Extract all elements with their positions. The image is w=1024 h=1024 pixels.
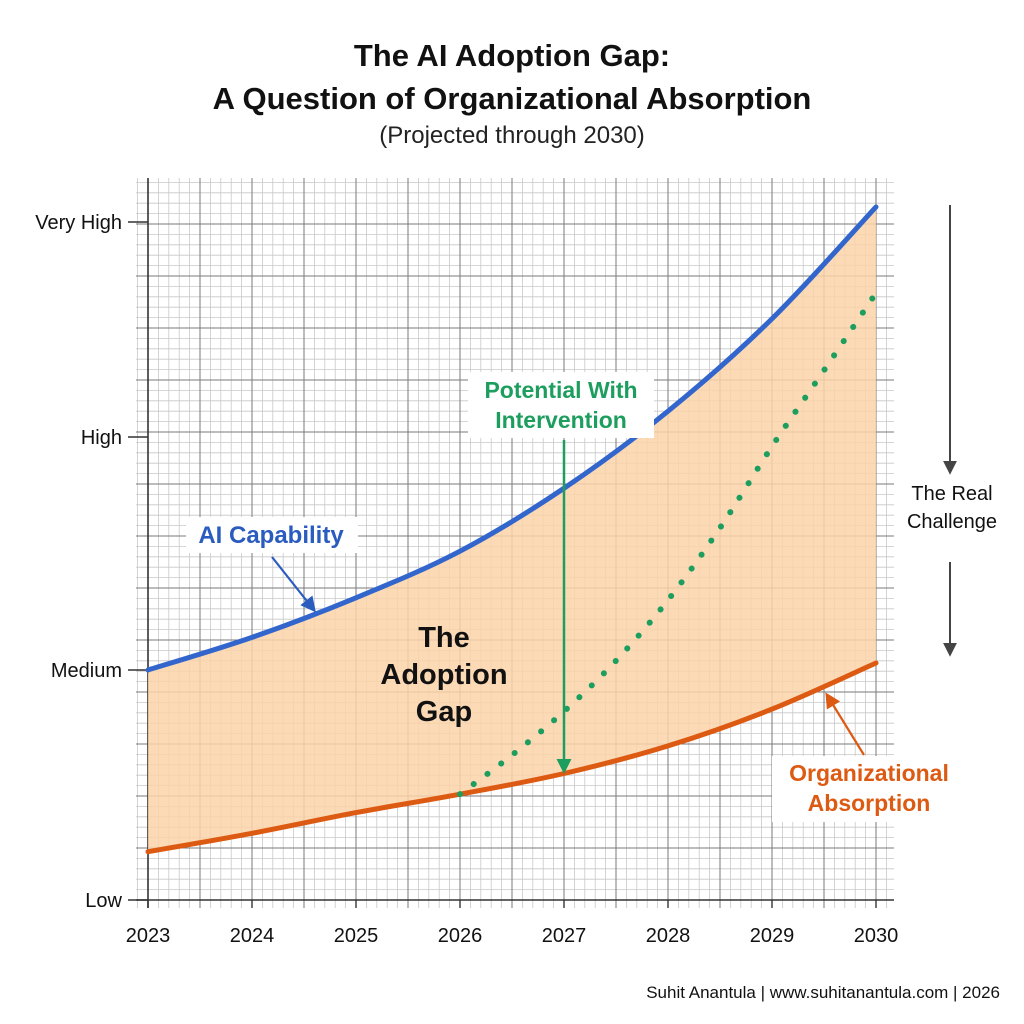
x-tick-label: 2026 xyxy=(438,925,483,947)
y-tick-label: Medium xyxy=(51,660,122,682)
y-tick-label: High xyxy=(81,427,122,449)
intervention-label-line-2: Intervention xyxy=(495,407,627,433)
x-tick-label: 2025 xyxy=(334,925,379,947)
gap-label-line-2: Adoption xyxy=(380,659,507,691)
chart-title-line-1: The AI Adoption Gap: xyxy=(353,38,671,73)
ai-capability-label-bg xyxy=(186,517,358,553)
footer-credit: Suhit Anantula | www.suhitanantula.com |… xyxy=(646,983,1000,1002)
intervention-label-bg xyxy=(468,372,654,438)
gap-label-line-1: The xyxy=(418,622,470,654)
x-tick-label: 2027 xyxy=(542,925,587,947)
annotation-layer xyxy=(271,205,957,774)
y-tick-label: Low xyxy=(85,890,122,912)
adoption-gap-area xyxy=(148,206,876,852)
x-tick-label: 2029 xyxy=(750,925,795,947)
x-tick-label: 2030 xyxy=(854,925,899,947)
x-tick-label: 2028 xyxy=(646,925,691,947)
absorption-arrow xyxy=(825,692,865,756)
axis-ticks: 2023 2024 2025 2026 2027 2028 2029 2030 Low Mediu… xyxy=(35,212,898,947)
series-layer xyxy=(145,204,879,855)
chart-title-line-2: A Question of Organizational Absorption xyxy=(212,81,812,116)
absorption-label-line-2: Absorption xyxy=(808,790,931,816)
intervention-label-line-1: Potential With xyxy=(484,377,637,403)
real-challenge-label-line-2: Challenge xyxy=(907,511,997,533)
x-tick-label: 2023 xyxy=(126,925,171,947)
absorption-label-bg xyxy=(772,756,964,822)
chart-subtitle: (Projected through 2030) xyxy=(379,122,645,149)
real-challenge-label-line-1: The Real xyxy=(911,483,992,505)
x-tick-label: 2024 xyxy=(230,925,275,947)
y-tick-label: Very High xyxy=(35,212,122,234)
gap-label-line-3: Gap xyxy=(416,696,472,728)
label-layer: AI Capability Potential With Intervention T… xyxy=(186,372,997,822)
organizational-absorption-line xyxy=(145,660,879,855)
absorption-label-line-1: Organizational xyxy=(789,760,949,786)
ai-capability-arrow xyxy=(271,556,316,613)
ai-capability-label: AI Capability xyxy=(198,522,344,549)
ai-capability-line xyxy=(145,204,879,673)
